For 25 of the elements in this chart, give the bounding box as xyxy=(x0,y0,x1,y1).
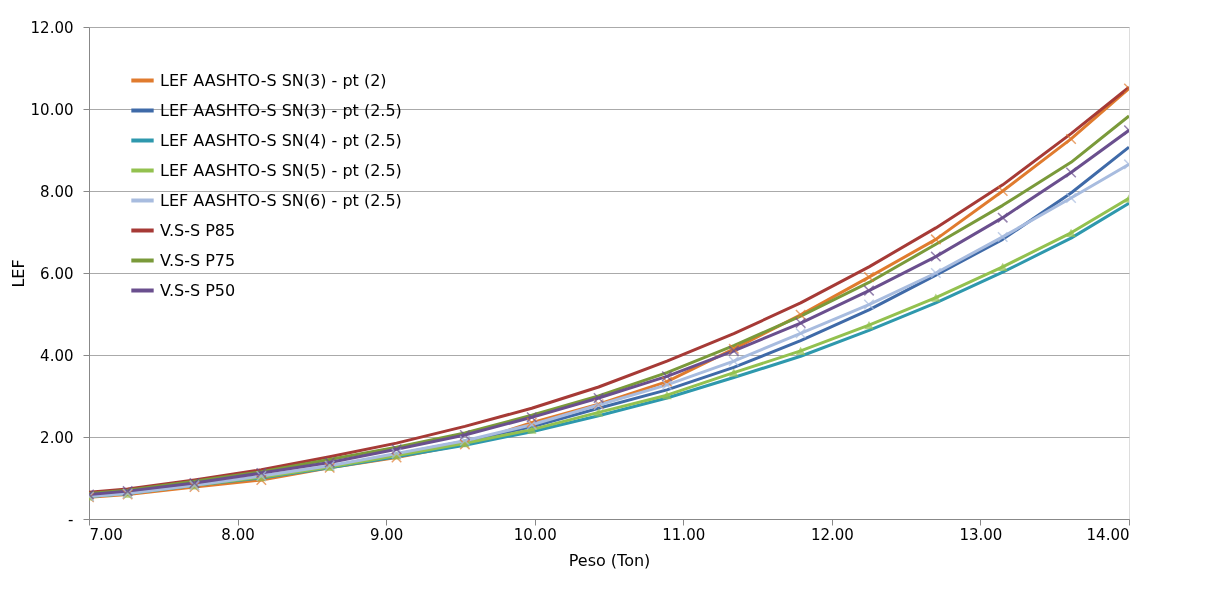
y-axis-title: LEF xyxy=(8,259,28,288)
legend-label: V.S-S P85 xyxy=(160,220,236,240)
x-tick-label: 10.00 xyxy=(513,525,557,544)
y-tick-label: 2.00 xyxy=(40,428,74,447)
x-tick-label: 12.00 xyxy=(810,525,854,544)
legend-label: V.S-S P75 xyxy=(160,250,236,270)
x-tick-label: 13.00 xyxy=(959,525,1003,544)
y-tick-label: 10.00 xyxy=(30,100,74,119)
legend-label: LEF AASHTO-S SN(3) - pt (2.5) xyxy=(160,100,402,120)
x-tick-label: 8.00 xyxy=(221,525,255,544)
legend-label: LEF AASHTO-S SN(6) - pt (2.5) xyxy=(160,190,402,210)
y-tick-label: 4.00 xyxy=(40,346,74,365)
legend-label: LEF AASHTO-S SN(4) - pt (2.5) xyxy=(160,130,402,150)
x-tick-label: 9.00 xyxy=(369,525,404,544)
x-tick-label: 7.00 xyxy=(89,525,123,544)
legend-label: LEF AASHTO-S SN(5) - pt (2.5) xyxy=(160,160,402,180)
x-tick-label: 11.00 xyxy=(662,525,706,544)
y-tick-label: 12.00 xyxy=(30,18,74,37)
x-tick-label: 14.00 xyxy=(1086,525,1130,544)
y-tick-label: - xyxy=(68,510,74,529)
x-axis-title: Peso (Ton) xyxy=(568,550,651,570)
y-tick-label: 8.00 xyxy=(40,182,74,201)
legend-label: LEF AASHTO-S SN(3) - pt (2) xyxy=(160,70,387,90)
legend-label: V.S-S P50 xyxy=(160,280,236,300)
y-tick-label: 6.00 xyxy=(40,264,74,283)
